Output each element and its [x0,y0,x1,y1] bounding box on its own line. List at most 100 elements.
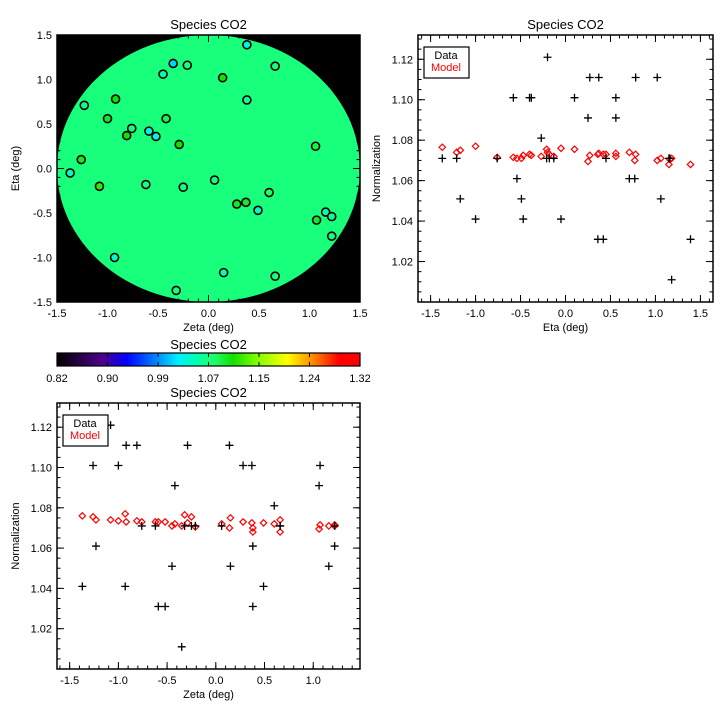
data-point [171,285,181,296]
y-tick-label: 1.04 [31,583,52,595]
data-point [656,194,665,203]
data-point [151,521,160,530]
data-point [121,582,130,591]
model-point [656,154,665,163]
data-point [493,154,502,163]
legend-box [423,46,470,79]
data-point [180,521,189,530]
data-point [65,168,75,178]
data-point [239,461,248,470]
x-tick-label: 1.0 [306,675,321,687]
data-point [543,53,552,62]
data-point [167,562,176,571]
data-point [217,521,226,530]
data-point [177,642,186,651]
data-point [247,461,256,470]
data-point [631,73,640,82]
x-tick-label: 0.0 [208,675,223,687]
colorbar-tick-label: 1.24 [299,373,320,385]
data-point [310,141,321,152]
data-point [183,441,192,450]
y-tick-label: 1.10 [31,462,52,474]
data-point [570,93,579,102]
data-point [132,441,141,450]
y-tick-label: -1.5 [33,297,52,309]
colorbar: Species CO2 0.82 0.90 0.99 1.07 1.15 1.24 1.32 [46,337,370,385]
data-point [311,215,322,225]
data-point [324,562,333,571]
field-disk [57,35,360,302]
model-point [88,512,98,521]
data-point [438,154,447,163]
model-point [512,154,521,163]
model-point [225,523,234,532]
data-point [168,58,178,69]
data-point [664,154,673,163]
colorbar-tick-label: 0.90 [97,373,118,385]
y-tick-label: 1.0 [37,75,52,87]
y-tick-label: 1.04 [392,216,413,228]
data-point [330,521,339,530]
model-point [509,153,518,162]
x-tick-label: -0.5 [511,308,530,320]
model-point [180,510,189,519]
y-tick-label: 1.12 [392,54,413,66]
data-point [264,187,274,198]
data-point [253,205,263,216]
data-point [653,73,662,82]
data-point [625,174,634,183]
data-point [456,194,465,203]
data-point [517,194,526,203]
model-point [686,160,695,169]
data-point [585,73,594,82]
x-tick-label: -1.5 [48,308,67,320]
data-point [226,562,235,571]
colorbar-tick-label: 1.07 [198,373,219,385]
model-point [132,516,141,525]
model-point [106,515,115,524]
model-point [653,156,662,165]
y-tick-label: 1.12 [31,422,52,434]
model-point [664,160,673,169]
legend-entry-data: Data [434,50,458,62]
model-point [525,150,534,159]
data-point [231,199,242,209]
data-point [218,267,229,278]
model-point [170,519,179,528]
model-point [570,145,579,154]
x-tick-label: 1.5 [693,308,708,320]
y-tick-label: 0.5 [37,119,52,131]
y-tick-label: 1.5 [37,30,52,42]
model-point [122,517,131,526]
y-tick-label: 1.06 [31,543,52,555]
model-point [121,509,130,518]
data-point [137,521,146,530]
x-tick-label: -1.5 [421,308,440,320]
plot-title: Species CO2 [170,385,247,400]
data-point [161,602,170,611]
colorbar-tick-label: 1.32 [349,373,370,385]
model-point [438,143,447,152]
model-point [583,157,593,166]
legend-box [62,414,109,447]
data-point [270,271,280,281]
data-point [141,179,151,190]
data-point [109,252,120,263]
model-point [611,152,620,161]
y-tick-label: 1.06 [392,176,413,188]
eta-plot: Species CO2 Eta (deg) Normalization -1.5 -1.… [371,17,714,334]
model-point [239,517,248,526]
legend-entry-data: Data [73,418,97,430]
data-point [667,275,676,284]
data-point [110,94,121,104]
data-point [452,154,461,163]
model-point [593,150,602,159]
data-point [114,461,123,470]
y-tick-label: -1.0 [33,253,52,265]
colorbar-tick-label: 0.82 [46,373,67,385]
data-point [217,72,228,83]
data-point [583,113,592,122]
x-tick-label: -0.5 [149,308,168,320]
